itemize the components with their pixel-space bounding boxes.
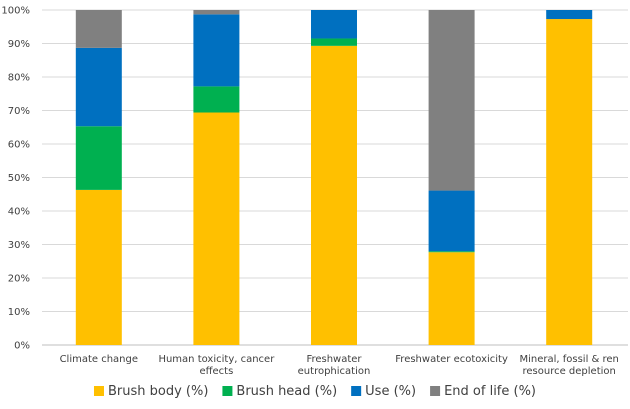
legend-label: End of life (%) — [444, 384, 536, 399]
bar-segment — [193, 10, 240, 15]
y-tick-label: 90% — [8, 39, 30, 50]
y-tick-label: 20% — [8, 274, 30, 285]
bar-segment — [311, 10, 357, 39]
legend-swatch — [351, 386, 362, 396]
y-tick-label: 70% — [8, 106, 30, 117]
y-tick-label: 40% — [8, 207, 30, 218]
bar-segment — [428, 190, 475, 252]
legend-label: Brush body (%) — [108, 384, 208, 399]
bar-segment — [311, 45, 357, 345]
legend-label: Brush head (%) — [236, 384, 337, 399]
y-tick-label: 50% — [8, 173, 30, 184]
bar-segment — [311, 38, 357, 46]
bar-segment — [75, 47, 122, 127]
y-axis-ticks: 0% 10% 20% 30% 40% 50% 60% 70% 80% 90% 100% — [1, 6, 30, 352]
x-category-label: resource depletion — [523, 366, 616, 377]
bar-segment — [428, 252, 475, 345]
y-tick-label: 30% — [8, 240, 30, 251]
x-category-label: Climate change — [60, 354, 138, 365]
x-axis-categories: Climate change Human toxicity, cancereffe… — [60, 354, 619, 377]
legend-item: End of life (%) — [430, 384, 536, 399]
y-tick-label: 60% — [8, 140, 30, 151]
x-category-label: effects — [199, 366, 233, 377]
bar-segment — [428, 251, 475, 253]
legend-item: Brush head (%) — [222, 384, 337, 399]
x-category-label: Human toxicity, cancer — [158, 354, 275, 365]
x-category-label: Freshwater ecotoxicity — [395, 354, 508, 365]
bar-segment — [193, 112, 240, 345]
bar-segment — [546, 19, 593, 345]
bar-segment — [546, 10, 593, 20]
bar-segment — [193, 14, 240, 87]
y-tick-label: 100% — [1, 6, 30, 17]
legend-label: Use (%) — [365, 384, 416, 399]
y-tick-label: 10% — [8, 307, 30, 318]
y-tick-label: 0% — [14, 341, 30, 352]
legend: Brush body (%) Brush head (%) Use (%) End o… — [93, 384, 536, 399]
x-category-label: Mineral, fossil & ren — [519, 354, 618, 365]
bar-segment — [75, 126, 122, 190]
bar-segment — [193, 86, 240, 113]
bar-segment — [75, 10, 122, 48]
bars — [75, 10, 593, 345]
legend-swatch — [430, 386, 441, 396]
y-tick-label: 80% — [8, 73, 30, 84]
x-category-label: eutrophication — [298, 366, 371, 377]
x-category-label: Freshwater — [306, 354, 362, 365]
legend-item: Brush body (%) — [93, 384, 208, 399]
legend-item: Use (%) — [351, 384, 416, 399]
legend-swatch — [222, 386, 233, 396]
bar-segment — [428, 10, 475, 191]
bar-segment — [75, 189, 122, 345]
legend-swatch — [93, 386, 104, 396]
